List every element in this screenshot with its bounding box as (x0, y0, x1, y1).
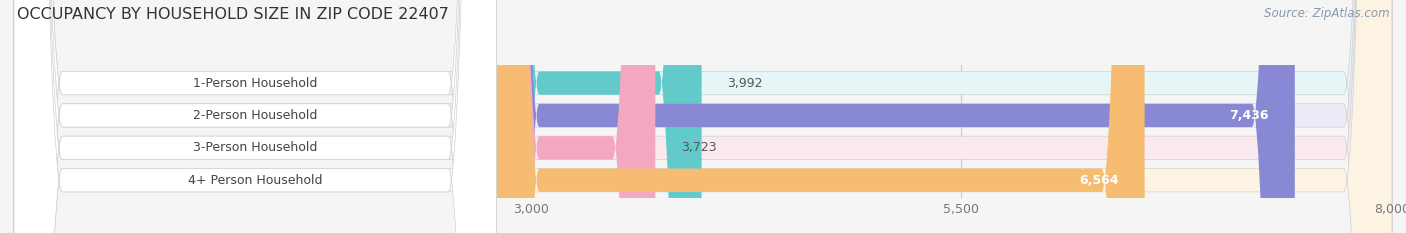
Text: 4+ Person Household: 4+ Person Household (188, 174, 322, 187)
Text: 6,564: 6,564 (1080, 174, 1119, 187)
FancyBboxPatch shape (496, 0, 1144, 233)
FancyBboxPatch shape (14, 0, 1392, 233)
FancyBboxPatch shape (496, 0, 1295, 233)
FancyBboxPatch shape (14, 0, 496, 233)
Text: 2-Person Household: 2-Person Household (193, 109, 318, 122)
FancyBboxPatch shape (496, 0, 655, 233)
FancyBboxPatch shape (14, 0, 1392, 233)
FancyBboxPatch shape (14, 0, 1392, 233)
Text: 3,992: 3,992 (727, 77, 763, 89)
Text: OCCUPANCY BY HOUSEHOLD SIZE IN ZIP CODE 22407: OCCUPANCY BY HOUSEHOLD SIZE IN ZIP CODE … (17, 7, 449, 22)
FancyBboxPatch shape (14, 0, 496, 233)
Text: Source: ZipAtlas.com: Source: ZipAtlas.com (1264, 7, 1389, 20)
FancyBboxPatch shape (14, 0, 496, 233)
Text: 7,436: 7,436 (1229, 109, 1270, 122)
FancyBboxPatch shape (496, 0, 702, 233)
Text: 3-Person Household: 3-Person Household (193, 141, 318, 154)
Text: 3,723: 3,723 (681, 141, 717, 154)
FancyBboxPatch shape (14, 0, 1392, 233)
Text: 1-Person Household: 1-Person Household (193, 77, 318, 89)
FancyBboxPatch shape (14, 0, 496, 233)
